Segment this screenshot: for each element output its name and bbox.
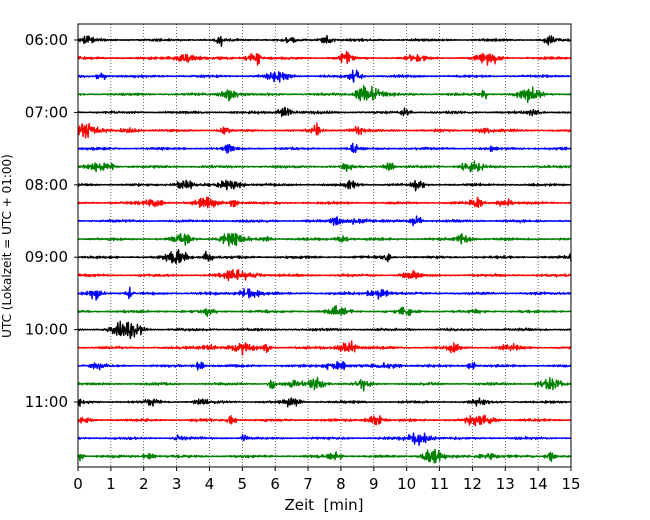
seismogram-trace-1115 [77,414,572,427]
x-tick-label: 4 [205,475,215,493]
y-tick-label: 11:00 [25,393,68,411]
seismogram-trace-0800 [77,179,572,192]
seismogram-trace-1015 [77,340,572,356]
seismogram-trace-0715 [77,122,572,139]
y-axis-ticks: 06:00 07:00 08:00 09:00 10:00 11:00 [25,31,78,411]
y-tick-label: 08:00 [25,176,68,194]
x-tick-label: 13 [496,475,515,493]
seismogram-trace-1030 [77,360,572,371]
x-tick-label: 9 [369,475,379,493]
x-tick-label: 2 [139,475,149,493]
seismogram-trace-1145 [77,448,572,464]
seismogram-trace-1130 [77,432,572,446]
seismogram-trace-0615 [77,50,572,66]
seismogram-trace-0930 [77,286,572,301]
y-tick-label: 06:00 [25,31,68,49]
seismogram-trace-0700 [77,106,572,117]
x-tick-label: 1 [106,475,116,493]
x-tick-label: 10 [397,475,416,493]
y-axis-label: UTC (Lokalzeit = UTC + 01:00) [0,154,14,338]
seismogram-trace-0915 [77,268,572,282]
x-tick-label: 0 [73,475,83,493]
x-tick-label: 15 [561,475,580,493]
x-tick-label: 11 [430,475,449,493]
x-tick-label: 6 [270,475,280,493]
seismogram-trace-1000 [77,320,572,340]
seismogram-trace-1100 [77,397,572,408]
x-tick-label: 8 [336,475,346,493]
plot-frame [77,23,572,468]
x-tick-label: 7 [303,475,313,493]
x-axis-ticks: 0 1 2 3 4 5 6 7 8 9 10 11 12 13 14 15 [73,467,581,493]
seismogram-trace-0845 [77,232,572,247]
x-tick-label: 12 [463,475,482,493]
seismogram-trace-0730 [77,142,572,154]
seismogram-traces [77,34,572,464]
seismogram-trace-1045 [77,376,572,392]
seismogram-trace-0630 [77,69,572,83]
seismogram-trace-0645 [77,84,572,104]
seismogram-trace-0945 [77,305,572,318]
x-axis-label: Zeit [min] [284,496,363,514]
x-tick-label: 14 [529,475,548,493]
seismogram-trace-0600 [77,34,572,47]
seismogram-trace-0900 [77,249,572,265]
x-tick-label: 5 [238,475,248,493]
x-tick-label: 3 [172,475,182,493]
y-tick-label: 07:00 [25,103,68,121]
seismogram-trace-0815 [77,196,572,209]
seismogram-trace-0830 [77,215,572,227]
y-tick-label: 10:00 [25,321,68,339]
y-tick-label: 09:00 [25,248,68,266]
seismogram-trace-0745 [77,160,572,173]
vertical-grid-lines [110,24,539,467]
